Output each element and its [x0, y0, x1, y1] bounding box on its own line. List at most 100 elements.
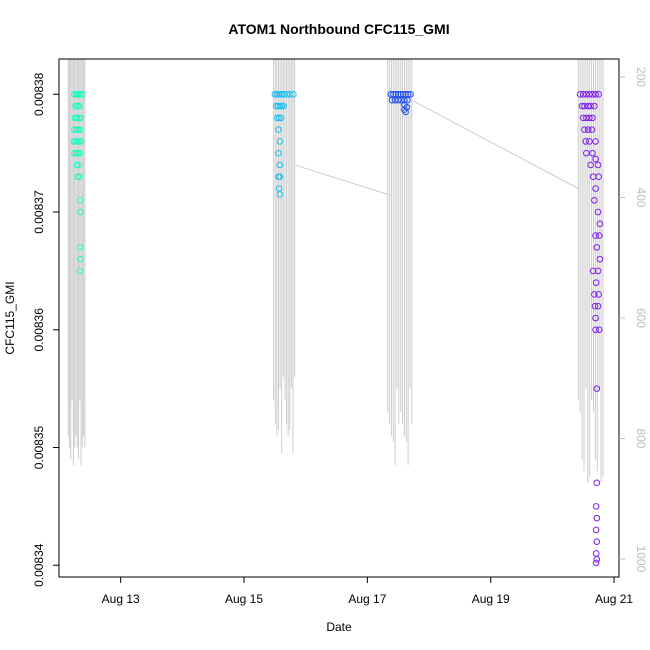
data-point: [388, 96, 396, 104]
data-point: [595, 173, 602, 181]
data-point: [583, 91, 590, 98]
data-point: [595, 326, 603, 334]
data-point: [592, 91, 599, 98]
data-point: [592, 314, 599, 322]
data-point: [592, 279, 600, 286]
data-point: [592, 503, 600, 510]
data-point: [290, 91, 297, 98]
data-point: [592, 138, 599, 145]
plot-frame: [58, 58, 620, 578]
data-point: [79, 91, 86, 98]
y-axis-label: CFC115_GMI: [3, 281, 17, 354]
data-point: [75, 91, 83, 98]
data-point: [584, 102, 592, 110]
data-point: [581, 102, 588, 110]
data-point: [77, 114, 84, 122]
data-point: [276, 102, 284, 110]
x-axis-label: Date: [326, 620, 352, 634]
connector-line: [294, 164, 388, 195]
data-points: [70, 91, 604, 567]
data-point: [592, 185, 599, 192]
data-point: [389, 91, 397, 98]
data-point: [579, 114, 587, 122]
data-point: [76, 196, 84, 204]
y-tick-label: 0.00836: [32, 308, 46, 352]
data-point: [73, 161, 81, 169]
data-point: [276, 173, 284, 181]
data-point: [77, 208, 84, 216]
data-point: [77, 255, 84, 263]
y-tick-label: 0.00834: [32, 543, 46, 587]
y-axis: 0.00834 0.00835 0.00836 0.00837 0.00838: [32, 72, 59, 587]
data-point: [277, 114, 285, 122]
x-tick-label: Aug 13: [102, 592, 140, 606]
data-point: [275, 149, 282, 157]
data-point: [592, 559, 600, 567]
data-point: [75, 114, 83, 122]
data-point: [594, 267, 602, 275]
data-point: [404, 96, 411, 104]
data-point: [74, 138, 81, 145]
data-point: [278, 102, 285, 110]
x-tick-label: Aug 19: [472, 592, 510, 606]
data-point: [592, 526, 600, 534]
data-point: [407, 91, 414, 98]
connector-lines: [294, 99, 579, 195]
data-point: [592, 155, 599, 163]
data-point: [592, 232, 599, 239]
data-point: [72, 149, 80, 157]
data-point: [71, 91, 78, 98]
right-y-tick-label: 600: [634, 308, 648, 328]
data-point: [276, 161, 284, 169]
data-point: [593, 479, 601, 487]
data-point: [589, 91, 596, 98]
data-point: [593, 538, 601, 545]
data-point: [275, 126, 282, 133]
data-point: [586, 138, 593, 145]
data-point: [594, 302, 602, 310]
chart-title: ATOM1 Northbound CFC115_GMI: [228, 21, 449, 37]
data-point: [74, 126, 82, 133]
data-point: [76, 173, 83, 181]
data-point: [586, 91, 593, 98]
x-tick-label: Aug 17: [348, 592, 386, 606]
data-point: [391, 96, 399, 104]
data-point: [394, 96, 402, 104]
data-point: [594, 208, 602, 216]
data-point: [74, 173, 81, 181]
data-point: [591, 291, 598, 298]
data-point: [72, 102, 79, 110]
data-point: [276, 191, 284, 198]
data-point: [74, 149, 82, 157]
data-point: [595, 232, 603, 239]
data-point: [588, 126, 596, 133]
right-y-tick-label: 1000: [634, 546, 648, 573]
data-point: [587, 102, 594, 110]
connector-line: [411, 99, 579, 189]
data-point: [402, 91, 409, 98]
data-point: [76, 149, 84, 157]
data-point: [583, 114, 590, 122]
data-point: [589, 267, 597, 275]
data-point: [593, 514, 601, 522]
data-point: [77, 91, 84, 98]
data-point: [76, 267, 84, 275]
data-point: [591, 196, 598, 204]
data-point: [589, 149, 596, 157]
data-point: [76, 244, 84, 251]
data-point: [276, 138, 284, 145]
x-axis: Aug 13 Aug 15 Aug 17 Aug 19 Aug 21: [102, 577, 633, 606]
data-point: [77, 138, 85, 145]
data-point: [274, 114, 281, 122]
profile-lines: [67, 59, 604, 483]
data-point: [596, 255, 604, 263]
data-point: [76, 102, 83, 110]
right-y-axis: 200 400 600 800 1000: [619, 67, 648, 573]
data-point: [593, 556, 601, 563]
data-point: [586, 114, 593, 122]
right-y-tick-label: 800: [634, 428, 648, 448]
data-point: [286, 91, 294, 98]
data-point: [593, 244, 601, 251]
data-point: [594, 161, 602, 169]
